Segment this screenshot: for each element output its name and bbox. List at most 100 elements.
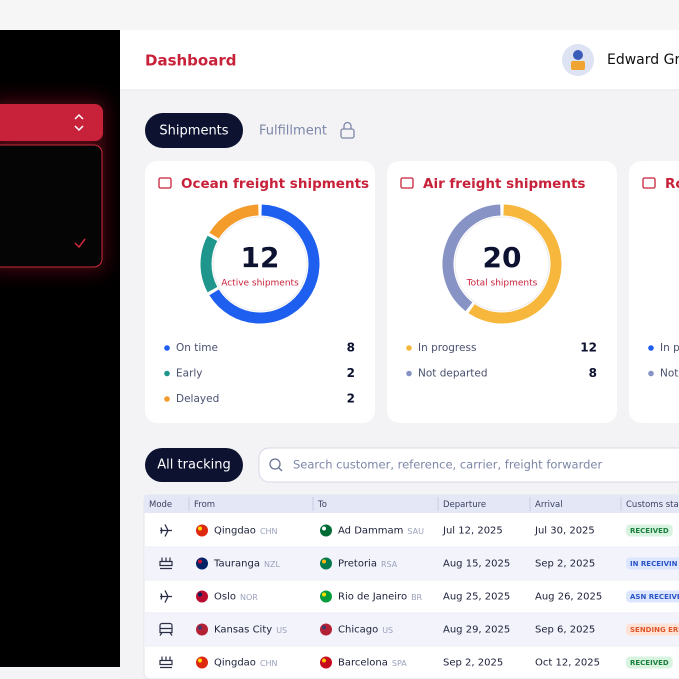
user-name: Edward Gr	[607, 52, 679, 68]
tracking-label: All tracking	[157, 458, 230, 473]
status-label: RECEIVED	[630, 527, 669, 535]
from-code: CHN	[260, 659, 278, 668]
arrival-date: Sep 2, 2025	[535, 559, 595, 570]
donut-label: Total shipments	[466, 279, 538, 289]
search-icon-handle	[278, 467, 283, 472]
arrival-date: Oct 12, 2025	[535, 658, 600, 669]
tab-active[interactable]	[145, 113, 243, 148]
legend-label: On time	[176, 342, 218, 354]
column-header: Customs statu	[626, 500, 679, 510]
card-title: Air freight shipments	[423, 176, 585, 192]
flag-icon	[320, 557, 332, 570]
from-code: NOR	[240, 593, 258, 602]
status-label: RECEIVED	[630, 659, 669, 667]
departure-date: Sep 2, 2025	[443, 658, 503, 669]
check-icon	[74, 238, 86, 249]
top-strip	[0, 0, 679, 30]
to-code: RSA	[381, 560, 398, 569]
legend-dot	[648, 370, 654, 377]
legend-dot	[164, 370, 170, 377]
search-icon	[269, 458, 281, 470]
lock-icon	[340, 128, 355, 139]
departure-date: Aug 15, 2025	[443, 559, 510, 570]
legend-value: 8	[347, 341, 355, 355]
from-code: NZL	[264, 560, 280, 569]
legend-dot	[406, 345, 412, 351]
arrival-date: Aug 26, 2025	[535, 592, 602, 603]
flag-icon-detail	[322, 592, 326, 597]
legend-value: 12	[580, 341, 597, 355]
legend-label: Delayed	[176, 393, 219, 405]
mode-train-icon	[159, 622, 173, 636]
card-title: Ocean freight shipments	[181, 176, 369, 192]
lock-shackle	[343, 121, 352, 129]
legend-dot	[164, 345, 170, 351]
to-code: US	[382, 626, 393, 635]
from-code: CHN	[260, 527, 278, 536]
status-label: ASN RECEIVED	[630, 593, 679, 601]
legend-value: 8	[589, 366, 597, 380]
sidebar-dropdown[interactable]	[0, 104, 103, 141]
arrival-date: Jul 30, 2025	[534, 526, 595, 537]
legend-dot	[648, 345, 654, 351]
flag-icon	[320, 623, 332, 636]
donut-total: 12	[241, 241, 280, 274]
avatar-body	[571, 61, 585, 70]
flag-icon-detail	[198, 658, 202, 663]
tab-label: Fulfillment	[259, 124, 327, 139]
donut-label: Active shipments	[221, 279, 299, 289]
card-icon	[158, 177, 172, 189]
flag-icon	[196, 656, 208, 669]
flag-icon-detail	[198, 559, 202, 564]
departure-date: Jul 12, 2025	[442, 526, 503, 537]
tab-label: Shipments	[159, 124, 228, 139]
donut-segment	[200, 235, 218, 293]
donut-center	[212, 216, 308, 312]
status-pill	[626, 524, 673, 537]
legend-value: 2	[347, 392, 355, 406]
avatar-head	[573, 50, 583, 60]
legend-label: Not departed	[418, 368, 488, 380]
column-header: From	[194, 500, 215, 510]
flag-icon	[196, 557, 208, 570]
legend-label: In p	[660, 342, 679, 354]
to-city: Barcelona	[338, 658, 388, 669]
status-pill	[626, 590, 679, 603]
row-stripe	[145, 547, 679, 580]
legend-label: Not	[660, 368, 678, 380]
card-title: Ro	[665, 176, 679, 192]
flag-icon	[320, 590, 332, 603]
flag-icon	[320, 524, 332, 537]
to-code: BR	[411, 593, 422, 602]
card-icon	[400, 177, 414, 189]
donut-segment	[442, 204, 501, 312]
to-city: Rio de Janeiro	[338, 592, 407, 603]
status-pill	[626, 623, 679, 636]
row-stripe	[145, 613, 679, 646]
to-city: Chicago	[338, 625, 378, 636]
departure-date: Aug 25, 2025	[443, 592, 510, 603]
flag-icon-detail	[198, 625, 202, 630]
legend-value: 2	[347, 366, 355, 380]
from-city: Kansas City	[214, 625, 272, 636]
mode-air-icon	[160, 590, 172, 603]
legend-label: Early	[176, 368, 203, 380]
tracking-button[interactable]	[145, 448, 243, 482]
dropdown-chevrons	[74, 113, 84, 132]
donut-segment	[209, 204, 320, 324]
search-box[interactable]	[258, 447, 679, 483]
page-title: Dashboard	[145, 52, 236, 70]
arrival-date: Sep 6, 2025	[535, 625, 595, 636]
status-pill	[626, 557, 679, 570]
mode-ship-icon	[159, 656, 173, 669]
search-placeholder: Search customer, reference, carrier, fre…	[293, 458, 602, 472]
to-code: SPA	[392, 659, 407, 668]
flag-icon	[196, 590, 208, 603]
card-icon	[642, 177, 656, 189]
donut-segment	[209, 204, 259, 239]
to-city: Pretoria	[338, 559, 377, 570]
table-body	[143, 494, 679, 679]
from-city: Oslo	[214, 592, 236, 603]
legend-label: In progress	[418, 342, 476, 354]
